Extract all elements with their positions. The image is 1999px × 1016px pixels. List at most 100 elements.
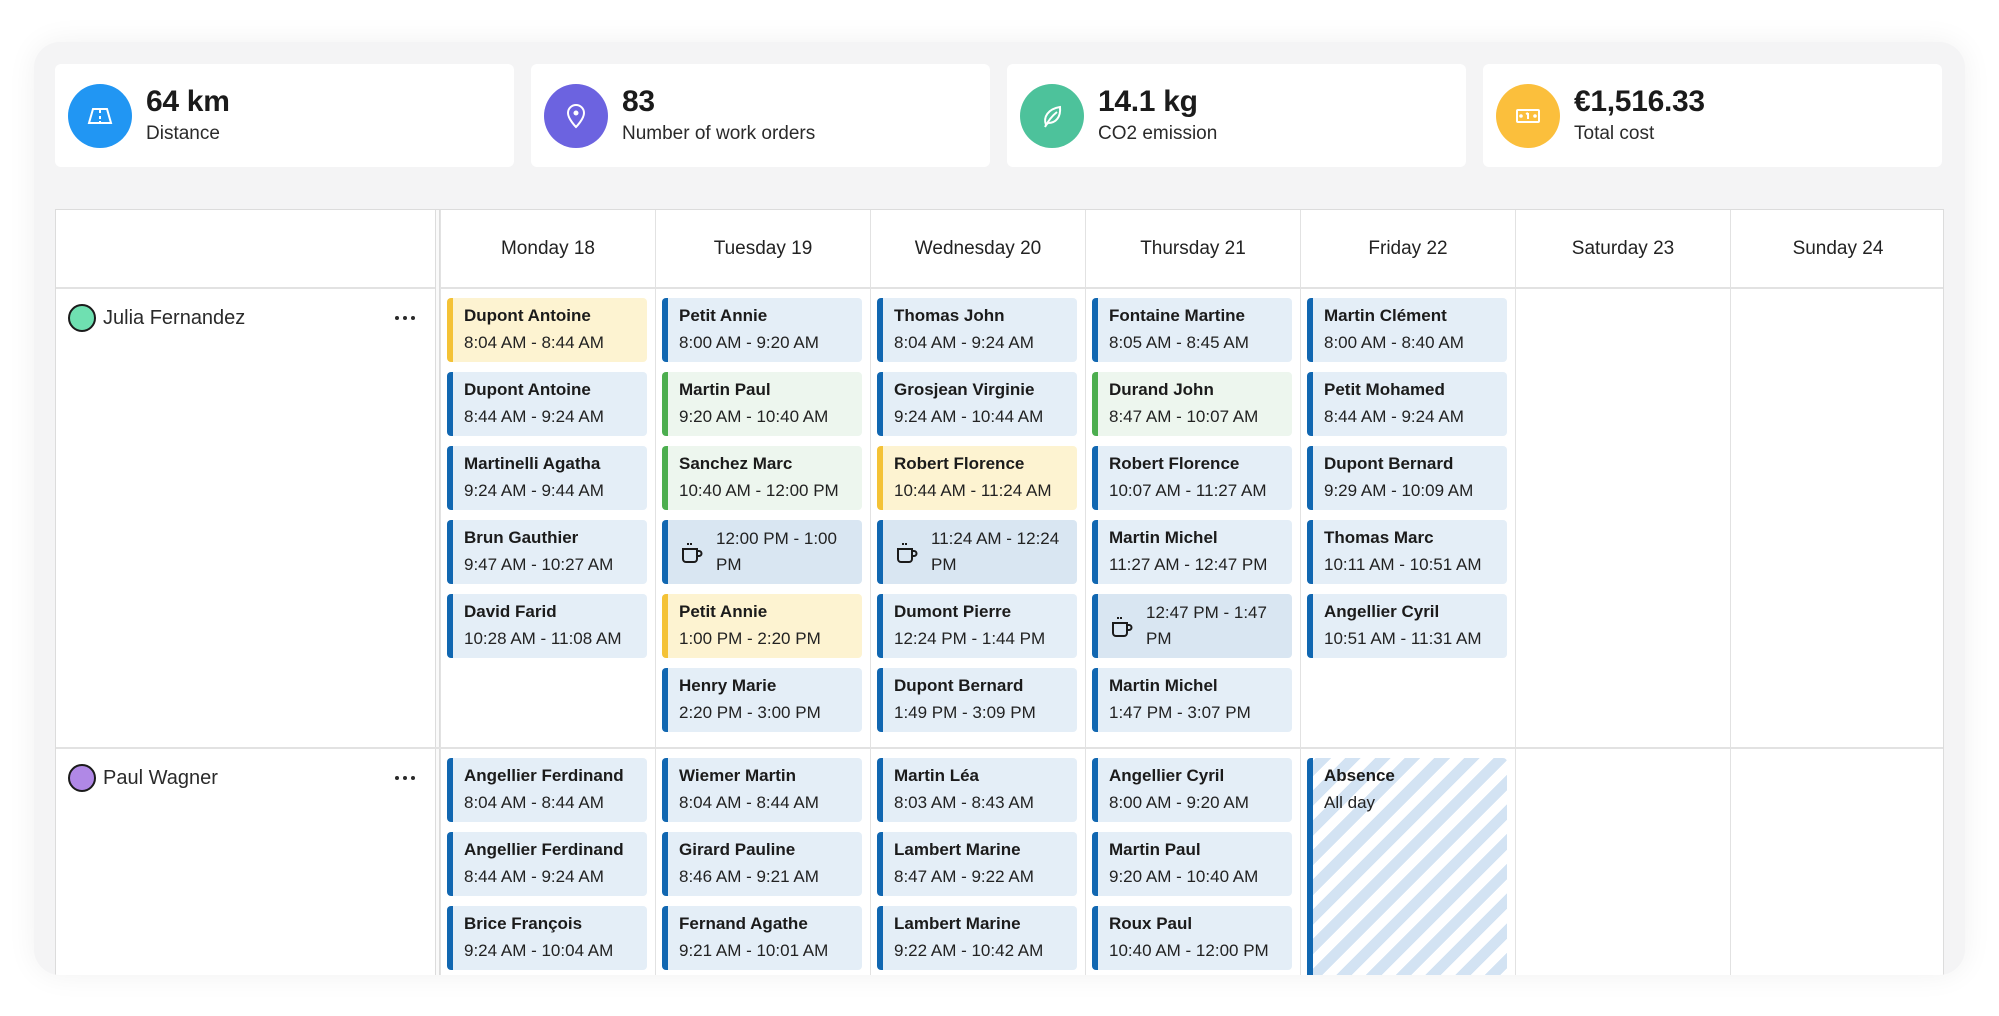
day-cell-thursday[interactable]: Angellier Cyril 8:00 AM - 9:20 AM Martin P…: [1085, 749, 1300, 975]
day-header-thursday[interactable]: Thursday 21: [1085, 210, 1300, 287]
break-card[interactable]: 12:47 PM - 1:47 PM: [1092, 594, 1292, 658]
event-time: 9:24 AM - 10:04 AM: [464, 941, 614, 960]
work-order-card[interactable]: Angellier Ferdinand 8:44 AM - 9:24 AM: [447, 832, 647, 896]
work-order-card[interactable]: Henry Marie 2:20 PM - 3:00 PM: [662, 668, 862, 732]
day-cell-tuesday[interactable]: Wiemer Martin 8:04 AM - 8:44 AM Girard Pau…: [655, 749, 870, 975]
day-header-sunday[interactable]: Sunday 24: [1730, 210, 1945, 287]
work-order-card[interactable]: Martin Michel 1:47 PM - 3:07 PM: [1092, 668, 1292, 732]
event-time: 11:24 AM - 12:24 PM: [931, 529, 1060, 574]
work-order-card[interactable]: Grosjean Virginie 9:24 AM - 10:44 AM: [877, 372, 1077, 436]
event-title: Petit Annie: [679, 602, 768, 621]
work-order-card[interactable]: Robert Florence 10:07 AM - 11:27 AM: [1092, 446, 1292, 510]
event-title: Fontaine Martine: [1109, 306, 1246, 325]
day-cell-sunday[interactable]: [1730, 749, 1945, 975]
day-cell-friday[interactable]: Absence All day: [1300, 749, 1515, 975]
work-order-card[interactable]: Fernand Agathe 9:21 AM - 10:01 AM: [662, 906, 862, 970]
event-time: 8:04 AM - 8:44 AM: [464, 333, 604, 352]
event-title: Martin Clément: [1324, 306, 1447, 325]
work-order-card[interactable]: Martinelli Agatha 9:24 AM - 9:44 AM: [447, 446, 647, 510]
more-horizontal-icon[interactable]: [387, 303, 423, 333]
event-time: 9:47 AM - 10:27 AM: [464, 555, 614, 574]
work-order-card[interactable]: Dupont Antoine 8:44 AM - 9:24 AM: [447, 372, 647, 436]
event-title: Angellier Cyril: [1109, 766, 1225, 785]
coffee-cup-icon: [678, 538, 706, 566]
weekly-schedule-grid: Monday 18 Tuesday 19 Wednesday 20 Thursd…: [55, 209, 1944, 975]
more-horizontal-icon[interactable]: [387, 763, 423, 793]
work-order-card[interactable]: Dupont Bernard 9:29 AM - 10:09 AM: [1307, 446, 1507, 510]
day-header-wednesday[interactable]: Wednesday 20: [870, 210, 1085, 287]
day-cell-saturday[interactable]: [1515, 749, 1730, 975]
event-title: Roux Paul: [1109, 914, 1193, 933]
day-header-tuesday[interactable]: Tuesday 19: [655, 210, 870, 287]
technician-name: Julia Fernandez: [103, 306, 246, 329]
work-order-card[interactable]: Martin Paul 9:20 AM - 10:40 AM: [662, 372, 862, 436]
event-title: Thomas Marc: [1324, 528, 1434, 547]
work-order-card[interactable]: Martin Paul 9:20 AM - 10:40 AM: [1092, 832, 1292, 896]
day-header-monday[interactable]: Monday 18: [440, 210, 655, 287]
day-cell-monday[interactable]: Dupont Antoine 8:04 AM - 8:44 AM Dupont An…: [440, 289, 655, 747]
event-title: Dumont Pierre: [894, 602, 1012, 621]
event-time: 8:04 AM - 9:24 AM: [894, 333, 1034, 352]
work-order-card[interactable]: Wiemer Martin 8:04 AM - 8:44 AM: [662, 758, 862, 822]
day-cell-tuesday[interactable]: Petit Annie 8:00 AM - 9:20 AM Martin Paul 9…: [655, 289, 870, 747]
work-order-card[interactable]: Thomas Marc 10:11 AM - 10:51 AM: [1307, 520, 1507, 584]
event-title: Dupont Antoine: [464, 306, 591, 325]
work-order-card[interactable]: Durand John 8:47 AM - 10:07 AM: [1092, 372, 1292, 436]
event-title: Petit Annie: [679, 306, 768, 325]
coffee-cup-icon: [893, 538, 921, 566]
work-order-card[interactable]: Lambert Marine 8:47 AM - 9:22 AM: [877, 832, 1077, 896]
break-card[interactable]: 11:24 AM - 12:24 PM: [877, 520, 1077, 584]
event-time: 2:20 PM - 3:00 PM: [679, 703, 821, 722]
event-time: 9:24 AM - 9:44 AM: [464, 481, 604, 500]
work-order-card[interactable]: Sanchez Marc 10:40 AM - 12:00 PM: [662, 446, 862, 510]
event-time: 10:07 AM - 11:27 AM: [1109, 481, 1267, 500]
work-order-card[interactable]: Angellier Cyril 10:51 AM - 11:31 AM: [1307, 594, 1507, 658]
work-order-card[interactable]: Dumont Pierre 12:24 PM - 1:44 PM: [877, 594, 1077, 658]
work-order-card[interactable]: Thomas John 8:04 AM - 9:24 AM: [877, 298, 1077, 362]
work-order-card[interactable]: Fontaine Martine 8:05 AM - 8:45 AM: [1092, 298, 1292, 362]
absence-card[interactable]: Absence All day: [1307, 758, 1507, 975]
stat-value: 83: [622, 84, 655, 118]
day-cell-thursday[interactable]: Fontaine Martine 8:05 AM - 8:45 AM Durand …: [1085, 289, 1300, 747]
stat-card-distance: 64 km Distance: [55, 64, 514, 167]
work-order-card[interactable]: Petit Annie 8:00 AM - 9:20 AM: [662, 298, 862, 362]
work-order-card[interactable]: Brice François 9:24 AM - 10:04 AM: [447, 906, 647, 970]
work-order-card[interactable]: Roux Paul 10:40 AM - 12:00 PM: [1092, 906, 1292, 970]
work-order-card[interactable]: Martin Michel 11:27 AM - 12:47 PM: [1092, 520, 1292, 584]
event-time: 8:00 AM - 8:40 AM: [1324, 333, 1464, 352]
work-order-card[interactable]: Dupont Antoine 8:04 AM - 8:44 AM: [447, 298, 647, 362]
day-cell-saturday[interactable]: [1515, 289, 1730, 747]
event-time: 8:00 AM - 9:20 AM: [1109, 793, 1249, 812]
stat-label: Total cost: [1574, 122, 1655, 144]
leaf-icon: [1020, 83, 1084, 148]
stat-label: Distance: [146, 122, 220, 144]
work-order-card[interactable]: Martin Léa 8:03 AM - 8:43 AM: [877, 758, 1077, 822]
work-order-card[interactable]: Robert Florence 10:44 AM - 11:24 AM: [877, 446, 1077, 510]
work-order-card[interactable]: Dupont Bernard 1:49 PM - 3:09 PM: [877, 668, 1077, 732]
day-cell-sunday[interactable]: [1730, 289, 1945, 747]
day-cell-wednesday[interactable]: Thomas John 8:04 AM - 9:24 AM Grosjean Vir…: [870, 289, 1085, 747]
work-order-card[interactable]: David Farid 10:28 AM - 11:08 AM: [447, 594, 647, 658]
event-title: Angellier Cyril: [1324, 602, 1440, 621]
day-header-saturday[interactable]: Saturday 23: [1515, 210, 1730, 287]
work-order-card[interactable]: Petit Mohamed 8:44 AM - 9:24 AM: [1307, 372, 1507, 436]
work-order-card[interactable]: Girard Pauline 8:46 AM - 9:21 AM: [662, 832, 862, 896]
event-time: 10:11 AM - 10:51 AM: [1324, 555, 1482, 574]
event-time: 1:49 PM - 3:09 PM: [894, 703, 1036, 722]
work-order-card[interactable]: Lambert Marine 9:22 AM - 10:42 AM: [877, 906, 1077, 970]
event-time: 9:20 AM - 10:40 AM: [679, 407, 829, 426]
coffee-cup-icon: [1108, 612, 1136, 640]
day-header-friday[interactable]: Friday 22: [1300, 210, 1515, 287]
day-cell-friday[interactable]: Martin Clément 8:00 AM - 8:40 AM Petit Moh…: [1300, 289, 1515, 747]
stat-card-co2: 14.1 kg CO2 emission: [1007, 64, 1466, 167]
work-order-card[interactable]: Brun Gauthier 9:47 AM - 10:27 AM: [447, 520, 647, 584]
work-order-card[interactable]: Angellier Cyril 8:00 AM - 9:20 AM: [1092, 758, 1292, 822]
break-card[interactable]: 12:00 PM - 1:00 PM: [662, 520, 862, 584]
day-cell-monday[interactable]: Angellier Ferdinand 8:04 AM - 8:44 AM Ange…: [440, 749, 655, 975]
work-order-card[interactable]: Martin Clément 8:00 AM - 8:40 AM: [1307, 298, 1507, 362]
event-time: 9:29 AM - 10:09 AM: [1324, 481, 1474, 500]
work-order-card[interactable]: Angellier Ferdinand 8:04 AM - 8:44 AM: [447, 758, 647, 822]
work-order-card[interactable]: Petit Annie 1:00 PM - 2:20 PM: [662, 594, 862, 658]
day-cell-wednesday[interactable]: Martin Léa 8:03 AM - 8:43 AM Lambert Marin…: [870, 749, 1085, 975]
technician-color-dot: [68, 764, 96, 792]
